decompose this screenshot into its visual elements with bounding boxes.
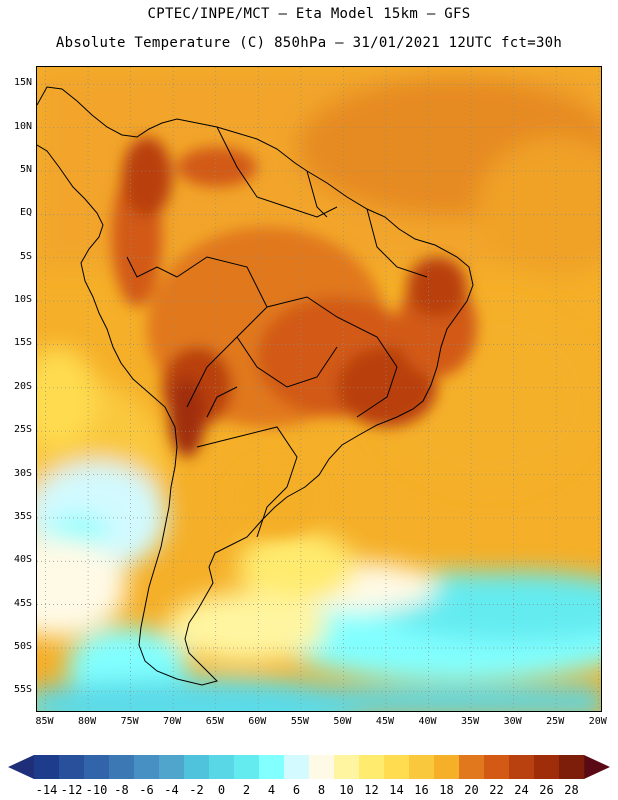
colorbar-label: 18 xyxy=(439,783,454,797)
temperature-map xyxy=(37,67,601,711)
colorbar-label: -10 xyxy=(85,783,108,797)
color-scale-bar xyxy=(8,755,610,779)
longitude-label: 30W xyxy=(503,716,522,727)
latitude-label: 50S xyxy=(13,640,32,652)
colorbar-label: 28 xyxy=(564,783,579,797)
colorbar-label: -12 xyxy=(60,783,83,797)
colorbar-swatch xyxy=(59,755,85,779)
longitude-label: 50W xyxy=(333,716,352,727)
longitude-label: 55W xyxy=(290,716,309,727)
colorbar-label: 2 xyxy=(242,783,251,797)
colorbar-swatch xyxy=(384,755,410,779)
colorbar-label: 20 xyxy=(464,783,479,797)
temperature-shading xyxy=(37,67,601,711)
latitude-label: 55S xyxy=(13,684,32,696)
latitude-label: 10N xyxy=(13,120,32,132)
map-subtitle: Absolute Temperature (C) 850hPa – 31/01/… xyxy=(55,35,563,51)
colorbar-label: 24 xyxy=(514,783,529,797)
colorbar-swatch xyxy=(259,755,285,779)
colorbar-swatch xyxy=(34,755,60,779)
longitude-label: 85W xyxy=(35,716,54,727)
latitude-label: 10S xyxy=(13,294,32,306)
colorbar-label: 14 xyxy=(389,783,404,797)
map-panel xyxy=(36,66,602,712)
colorbar-swatch xyxy=(559,755,585,779)
longitude-label: 80W xyxy=(78,716,97,727)
latitude-label: 30S xyxy=(13,467,32,479)
colorbar-label: -14 xyxy=(35,783,58,797)
colorbar-label: -8 xyxy=(114,783,129,797)
latitude-label: 45S xyxy=(13,597,32,609)
latitude-label: EQ xyxy=(19,207,32,219)
map-title: CPTEC/INPE/MCT – Eta Model 15km – GFS xyxy=(147,6,471,22)
colorbar-low-arrow xyxy=(8,755,34,779)
warm-cores xyxy=(112,137,477,537)
colorbar-label: 4 xyxy=(267,783,276,797)
colorbar-swatch xyxy=(209,755,235,779)
coastlines xyxy=(37,86,474,686)
colorbar-swatch xyxy=(484,755,510,779)
colorbar-label: 0 xyxy=(217,783,226,797)
colorbar-swatch xyxy=(334,755,360,779)
latitude-label: 25S xyxy=(13,424,32,436)
colorbar-label: 12 xyxy=(364,783,379,797)
colorbar-label: -4 xyxy=(164,783,179,797)
colorbar-swatch xyxy=(534,755,560,779)
colorbar-label: -6 xyxy=(139,783,154,797)
longitude-label: 20W xyxy=(588,716,607,727)
longitude-label: 45W xyxy=(375,716,394,727)
latitude-label: 40S xyxy=(13,554,32,566)
longitude-label: 70W xyxy=(163,716,182,727)
latitude-label: 15N xyxy=(13,77,32,89)
colorbar-swatch xyxy=(184,755,210,779)
colorbar-swatch xyxy=(284,755,310,779)
latitude-label: 15S xyxy=(13,337,32,349)
colorbar-swatch xyxy=(409,755,435,779)
colorbar-swatch xyxy=(159,755,185,779)
colorbar-high-arrow xyxy=(584,755,610,779)
colorbar-label: 22 xyxy=(489,783,504,797)
colorbar-label: -2 xyxy=(189,783,204,797)
colorbar-label: 26 xyxy=(539,783,554,797)
colorbar-label: 6 xyxy=(292,783,301,797)
latitude-label: 5N xyxy=(19,164,32,176)
colorbar-label: 10 xyxy=(339,783,354,797)
latitude-label: 20S xyxy=(13,380,32,392)
longitude-label: 75W xyxy=(120,716,139,727)
colorbar-swatch xyxy=(84,755,110,779)
colorbar-label: 8 xyxy=(317,783,326,797)
longitude-label: 25W xyxy=(546,716,565,727)
colorbar-swatch xyxy=(134,755,160,779)
colorbar-swatch xyxy=(509,755,535,779)
colorbar-swatch xyxy=(309,755,335,779)
colorbar-swatch xyxy=(109,755,135,779)
latitude-label: 35S xyxy=(13,510,32,522)
longitude-label: 60W xyxy=(248,716,267,727)
longitude-label: 35W xyxy=(461,716,480,727)
colorbar-label: 16 xyxy=(414,783,429,797)
colorbar-swatch xyxy=(459,755,485,779)
colorbar-swatch xyxy=(434,755,460,779)
colorbar-swatch xyxy=(359,755,385,779)
longitude-label: 65W xyxy=(205,716,224,727)
latitude-label: 5S xyxy=(19,250,32,262)
longitude-label: 40W xyxy=(418,716,437,727)
colorbar-swatch xyxy=(234,755,260,779)
